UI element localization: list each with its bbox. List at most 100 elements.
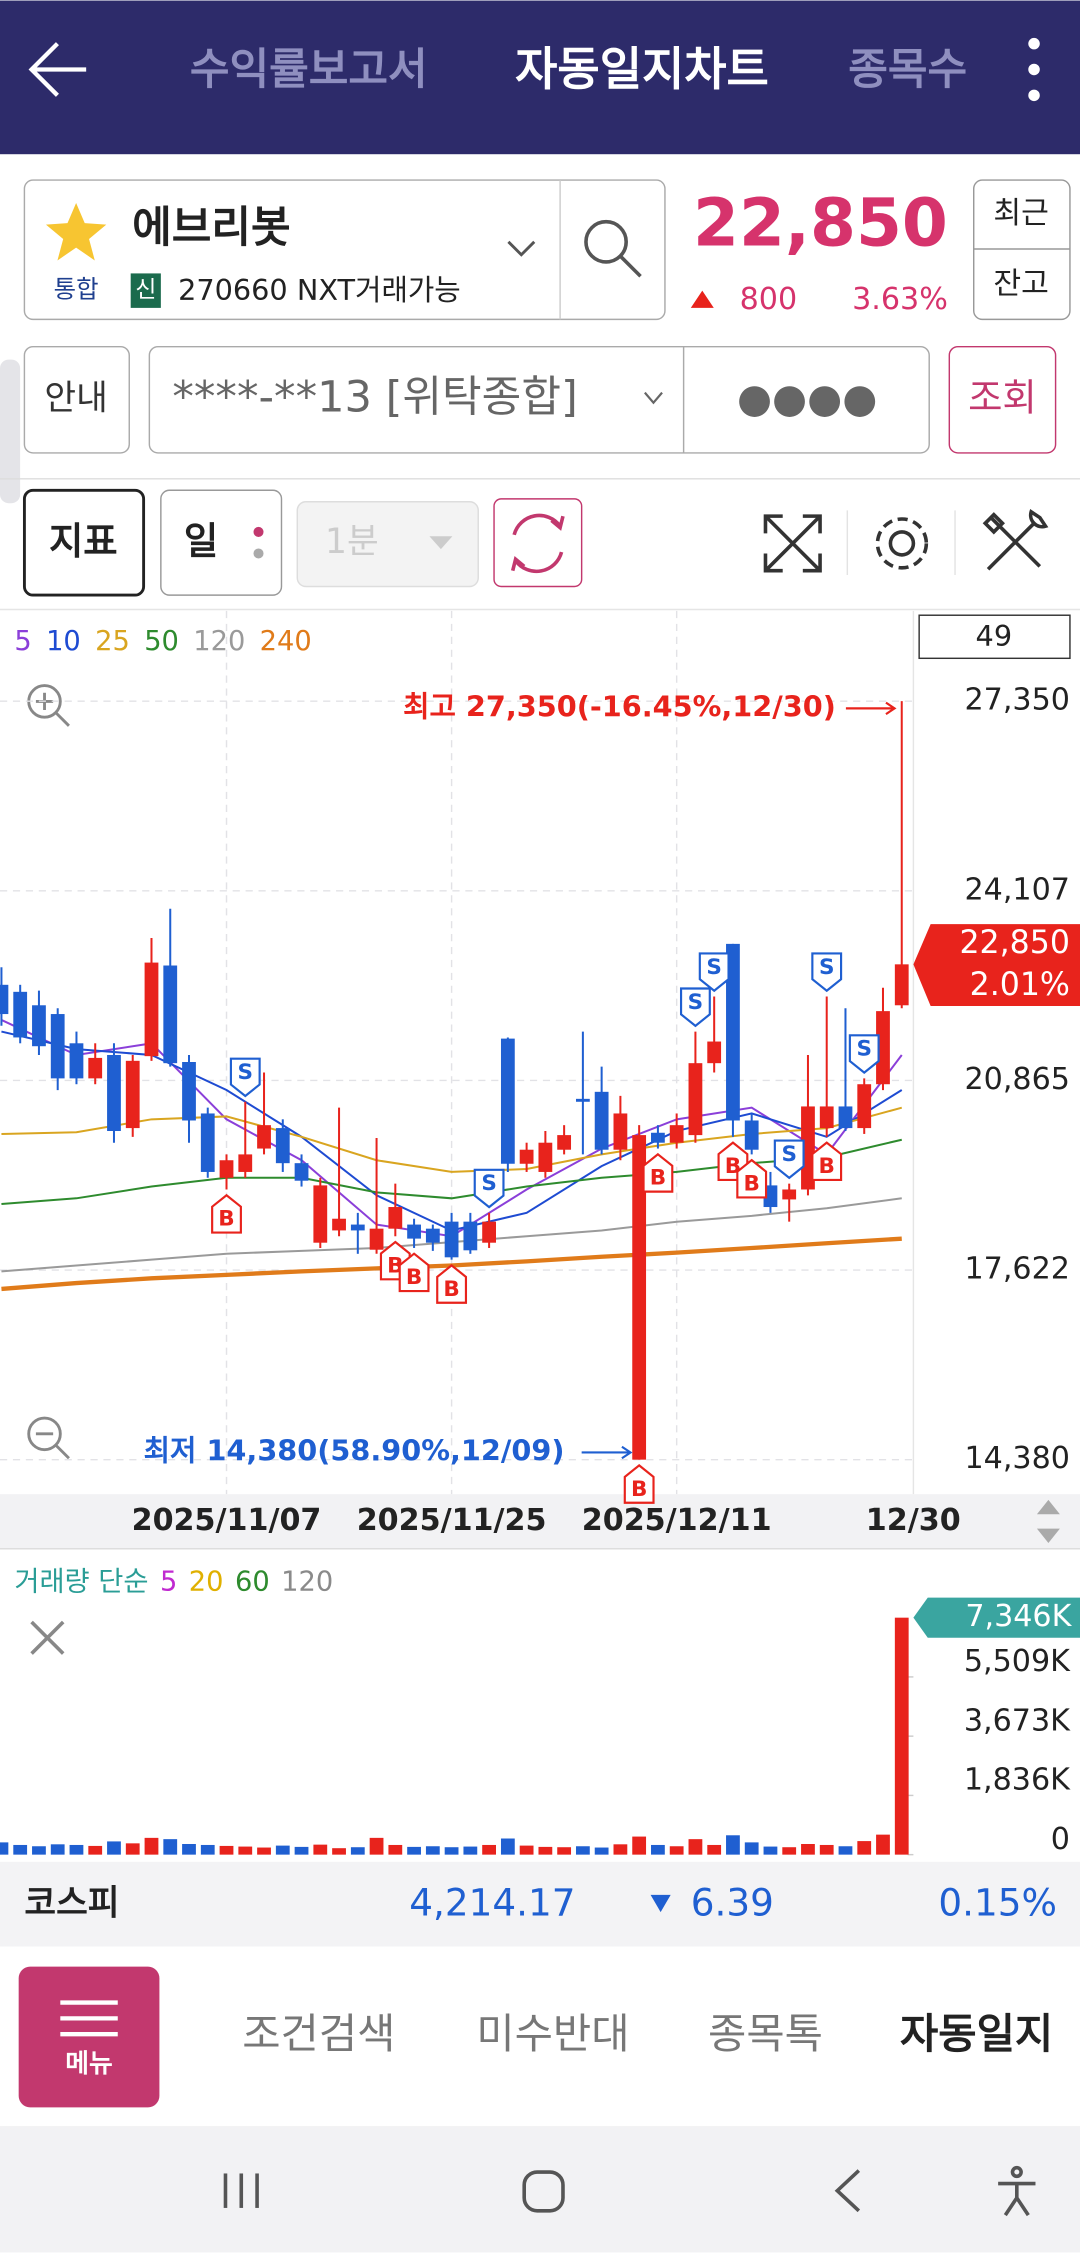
account-number[interactable]: ****-**13 [위탁종합]	[172, 372, 577, 422]
dropdown-icon	[429, 536, 453, 550]
volume-bar	[407, 1846, 421, 1855]
stock-code: 270660 NXT거래가능	[178, 273, 461, 307]
signal-marker	[679, 987, 711, 1028]
search-button[interactable]	[584, 219, 642, 278]
y-tick-label: 1,836K	[964, 1763, 1071, 1798]
accessibility-button[interactable]	[998, 2165, 1036, 2217]
password-field[interactable]: ●●●●	[737, 376, 877, 422]
annotation-arrow	[845, 701, 897, 716]
signal-label: B	[819, 1154, 835, 1179]
period-button[interactable]: 일	[184, 519, 218, 563]
candle-body	[594, 1091, 609, 1150]
candle-body	[819, 1106, 834, 1129]
price-change-pct: 3.63%	[852, 282, 948, 317]
tab[interactable]: 수익률보고서	[190, 45, 428, 95]
volume-bar	[107, 1841, 121, 1855]
menu-label: 메뉴	[65, 2049, 113, 2079]
signal-marker	[811, 1141, 843, 1182]
guide-box[interactable]	[23, 345, 130, 454]
dot	[253, 526, 264, 537]
signal-label: S	[706, 955, 722, 980]
settings-button[interactable]	[875, 517, 929, 570]
side-handle[interactable]	[0, 359, 21, 504]
tools-button[interactable]	[982, 508, 1049, 571]
home-button[interactable]	[522, 2170, 565, 2213]
tab[interactable]: 종목수	[848, 45, 967, 95]
volume-bar	[350, 1847, 365, 1855]
candle-body	[275, 1128, 290, 1164]
volume-bar	[575, 1846, 590, 1855]
signal-marker	[623, 1464, 655, 1504]
tab-active[interactable]: 자동일지차트	[515, 42, 769, 96]
volume-bar	[482, 1844, 496, 1855]
zoom-in-button[interactable]	[27, 684, 70, 727]
candle-body	[463, 1221, 478, 1251]
candle-body	[744, 1120, 759, 1150]
recent-button[interactable]: 최근	[993, 196, 1048, 231]
volume-bar	[219, 1845, 234, 1855]
scroll-arrows[interactable]	[1036, 1499, 1060, 1543]
refresh-button[interactable]	[493, 498, 583, 588]
ma-legend: 10	[46, 626, 81, 657]
dropdown-icon[interactable]	[644, 391, 663, 405]
candle-body	[500, 1038, 515, 1164]
volume-bar	[857, 1841, 872, 1855]
volume-bar	[275, 1845, 290, 1855]
back-button[interactable]	[28, 42, 87, 97]
volume-bar	[876, 1834, 890, 1855]
menu-button[interactable]	[18, 1966, 160, 2108]
ma-legend: 25	[95, 626, 130, 657]
nav-item[interactable]: 조건검색	[242, 2009, 395, 2058]
ma-legend: 50	[144, 626, 179, 657]
candle-count: 49	[976, 619, 1013, 653]
volume-bar	[782, 1847, 797, 1855]
stock-box[interactable]	[23, 179, 666, 321]
price-chart: 14,380 17,622 20,865 24,107 27,350 2025/11/07…	[0, 610, 1080, 1538]
candle-body	[857, 1084, 872, 1129]
close-volume-button[interactable]	[30, 1620, 65, 1655]
current-price-label: 22,850	[959, 925, 1070, 961]
more-button[interactable]	[1028, 37, 1040, 102]
signal-marker	[398, 1252, 430, 1293]
candle-body	[125, 1060, 140, 1129]
volume-title: 거래량 단순	[14, 1567, 148, 1598]
nav-item-active[interactable]: 자동일지	[900, 2009, 1053, 2058]
volume-bar	[425, 1846, 440, 1855]
signal-label: S	[856, 1037, 872, 1062]
period-box[interactable]	[160, 489, 283, 596]
volume-bar	[463, 1846, 478, 1855]
volume-legend: 20	[189, 1567, 224, 1598]
volume-bar	[313, 1844, 328, 1855]
query-box[interactable]	[948, 345, 1057, 454]
query-button[interactable]: 조회	[968, 375, 1037, 419]
recent-apps-button[interactable]	[223, 2173, 259, 2208]
index-change: 6.39	[691, 1880, 774, 1924]
high-annotation: 최고 27,350(-16.45%,12/30)	[403, 689, 836, 723]
guide-button[interactable]: 안내	[44, 378, 107, 418]
nav-item[interactable]: 종목톡	[708, 2009, 823, 2058]
x-tick-label: 2025/11/25	[357, 1503, 547, 1538]
volume-bar	[669, 1846, 684, 1855]
favorite-star[interactable]	[45, 203, 107, 261]
candle-body	[557, 1135, 572, 1150]
zoom-out-button[interactable]	[27, 1416, 70, 1460]
indicator-box[interactable]	[22, 488, 146, 597]
signal-label: S	[781, 1142, 797, 1167]
candle-body	[407, 1224, 421, 1239]
signal-label: B	[218, 1207, 234, 1232]
index-name: 코스피	[24, 1883, 119, 1923]
expand-button[interactable]	[763, 514, 822, 573]
candle-body	[144, 962, 159, 1057]
dropdown-icon[interactable]	[507, 240, 536, 257]
volume-bar	[688, 1839, 703, 1855]
market-label: 통합	[54, 275, 99, 304]
candle-body	[425, 1228, 440, 1243]
back-system-button[interactable]	[834, 2169, 861, 2213]
credit-badge	[130, 273, 161, 308]
account-box[interactable]	[148, 345, 930, 454]
nav-item[interactable]: 미수반대	[476, 2009, 629, 2058]
indicator-button[interactable]: 지표	[49, 519, 118, 563]
volume-bar	[744, 1842, 759, 1855]
balance-button[interactable]: 잔고	[993, 266, 1048, 301]
x-tick-label: 2025/12/11	[582, 1503, 772, 1538]
